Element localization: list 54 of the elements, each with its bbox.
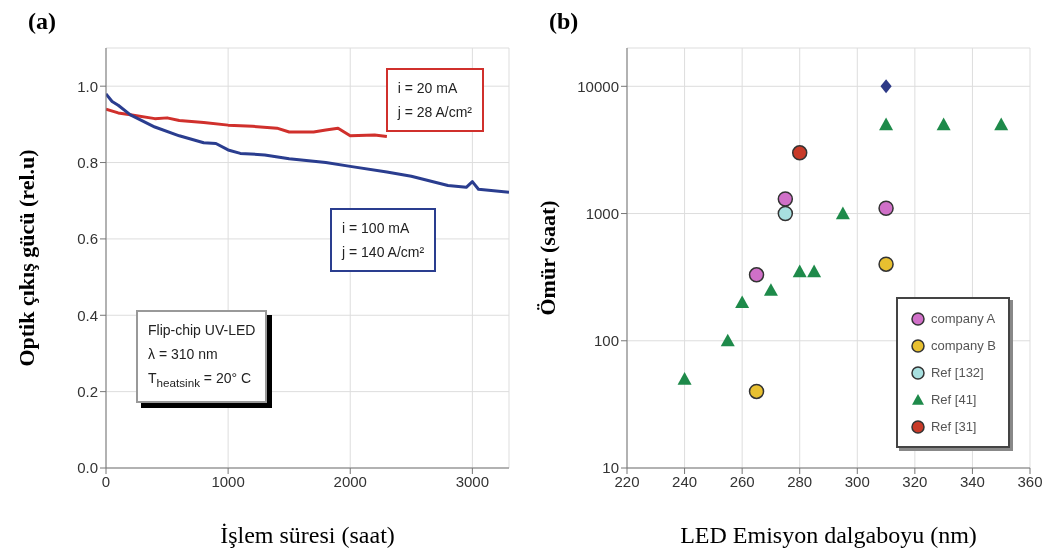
annotation: Flip-chip UV-LED λ = 310 nm T$_{heatsink}$ = 20° C <box>148 321 256 391</box>
legend-label: company A <box>930 311 996 326</box>
point <box>994 117 1009 131</box>
point <box>878 256 894 272</box>
x-tick-label: 340 <box>959 472 985 490</box>
y-tick-label: 1.0 <box>77 77 98 95</box>
y-tick-label: 0.6 <box>77 230 98 248</box>
x-tick-label: 2000 <box>333 472 367 490</box>
y-tick-label: 0.0 <box>77 459 98 477</box>
y-axis-title: Optik çıkış gücü (rel.u) <box>13 149 39 367</box>
x-tick-label: 1000 <box>211 472 245 490</box>
point <box>792 264 807 278</box>
y-tick-label: 0.8 <box>77 153 98 171</box>
x-tick-label: 3000 <box>455 472 490 490</box>
point <box>936 117 951 131</box>
y-tick-label: 1000 <box>585 204 619 222</box>
point <box>735 295 750 309</box>
point <box>748 267 765 283</box>
point <box>777 205 794 222</box>
x-tick-label: 320 <box>902 472 928 490</box>
y-tick-label: 10000 <box>577 77 619 95</box>
x-axis-title: İşlem süresi (saat) <box>220 522 395 548</box>
line-series <box>106 92 509 194</box>
legend-label: Ref [31] <box>930 419 977 434</box>
y-tick-label: 100 <box>593 332 619 350</box>
point <box>763 283 778 296</box>
point <box>878 200 894 217</box>
point <box>807 264 822 278</box>
legend-label: company B <box>930 338 996 353</box>
x-tick-label: 0 <box>101 472 111 490</box>
chart-title: (b) <box>548 8 580 36</box>
x-tick-label: 260 <box>729 472 755 490</box>
point <box>880 79 892 94</box>
x-axis-title: LED Emisyon dalgaboyu (nm) <box>680 522 977 548</box>
x-tick-label: 300 <box>844 472 870 490</box>
annotation: i = 20 mA j = 28 A/cm² <box>397 79 472 122</box>
point <box>677 372 692 385</box>
point <box>835 206 850 220</box>
legend-label: Ref [41] <box>930 392 977 407</box>
x-tick-label: 240 <box>672 472 698 490</box>
y-tick-label: 0.2 <box>77 382 98 400</box>
y-tick-label: 0.4 <box>77 306 98 324</box>
point <box>791 145 808 161</box>
point <box>748 383 765 400</box>
x-tick-label: 280 <box>787 472 813 490</box>
point <box>777 191 794 207</box>
point <box>879 117 894 131</box>
annotation: i = 100 mA j = 140 A/cm² <box>342 219 425 262</box>
chart-title: (a) <box>27 8 57 36</box>
y-axis-title: Ömür (saat) <box>534 200 560 316</box>
legend-label: Ref [132] <box>930 365 984 380</box>
x-tick-label: 360 <box>1017 472 1043 490</box>
line-series <box>106 107 389 139</box>
point <box>720 333 735 347</box>
